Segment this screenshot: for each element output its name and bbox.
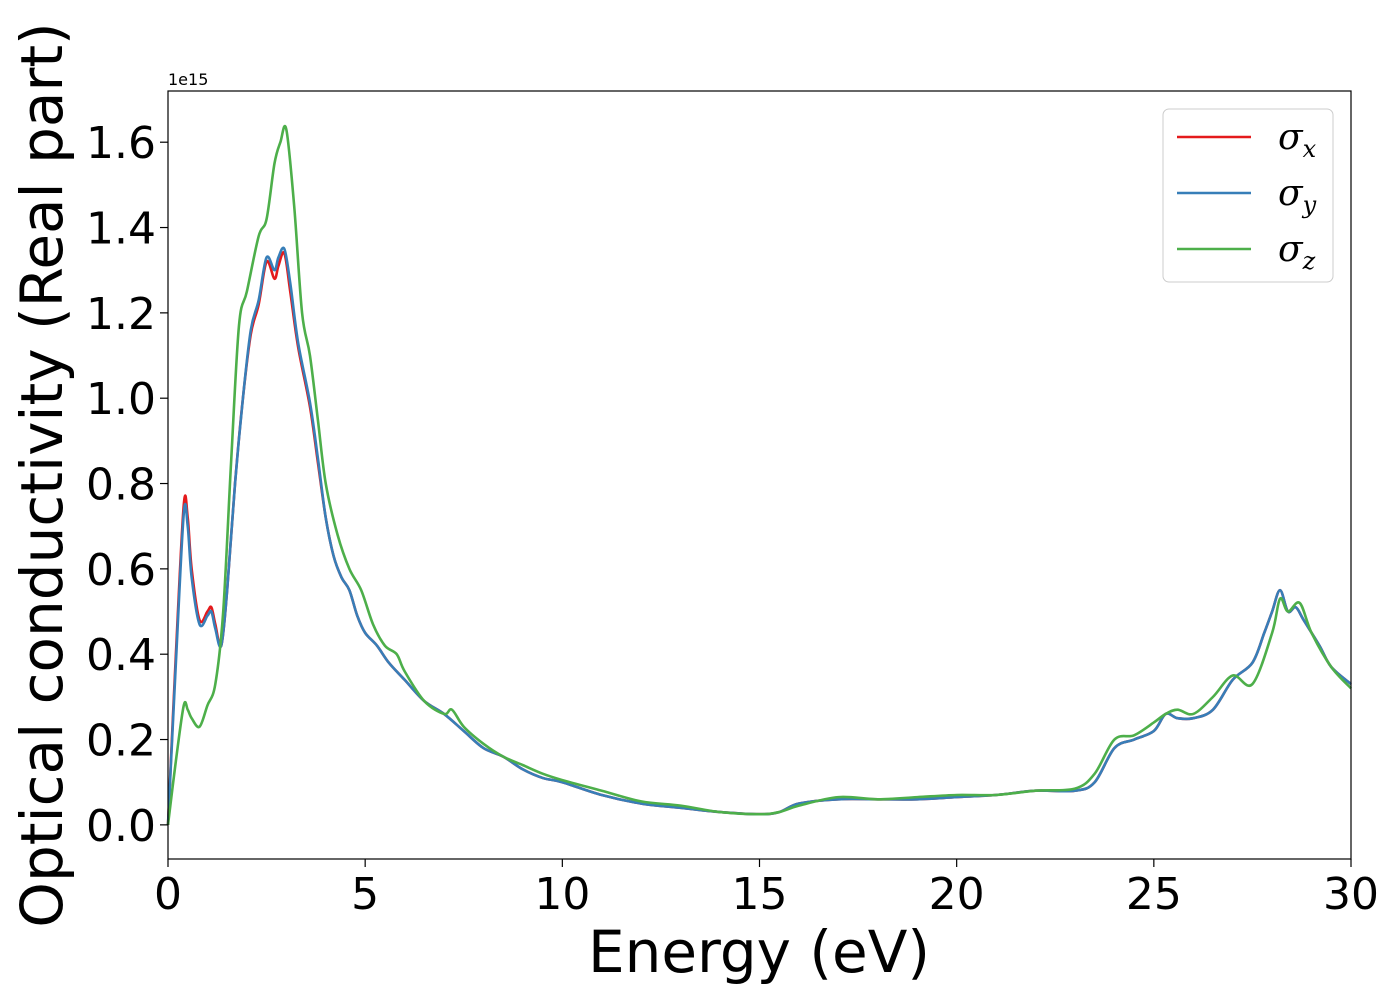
y-tick-label: 0.4 [86, 630, 156, 681]
y-tick-label: 1.2 [86, 289, 156, 340]
y-axis-label: Optical conductivity (Real part) [8, 22, 76, 927]
y-tick-label: 0.8 [86, 460, 156, 511]
y-offset-label: 1e15 [168, 70, 208, 89]
x-tick-label: 5 [351, 869, 379, 920]
plot-lines [166, 124, 1352, 826]
y-tick-label: 1.0 [86, 374, 156, 425]
y-axis-ticks: 0.0 0.2 0.4 0.6 0.8 1.0 1.2 1.4 1.6 [86, 118, 168, 852]
x-tick-label: 10 [534, 869, 590, 920]
legend-box [1162, 108, 1334, 283]
y-tick-label: 0.6 [86, 545, 156, 596]
x-tick-label: 30 [1323, 869, 1379, 920]
axes-frame [167, 90, 1352, 860]
x-axis-ticks: 0 5 10 15 20 25 30 [154, 859, 1379, 920]
y-tick-label: 0.0 [86, 801, 156, 852]
y-tick-label: 1.6 [86, 118, 156, 169]
y-tick-label: 0.2 [86, 716, 156, 767]
x-tick-label: 20 [929, 869, 985, 920]
x-axis-label: Energy (eV) [588, 918, 930, 986]
y-tick-label: 1.4 [86, 204, 156, 255]
series-line-y [166, 246, 1352, 825]
series-line-z [166, 124, 1352, 826]
x-tick-label: 25 [1126, 869, 1182, 920]
x-tick-label: 15 [732, 869, 788, 920]
x-tick-label: 0 [154, 869, 182, 920]
